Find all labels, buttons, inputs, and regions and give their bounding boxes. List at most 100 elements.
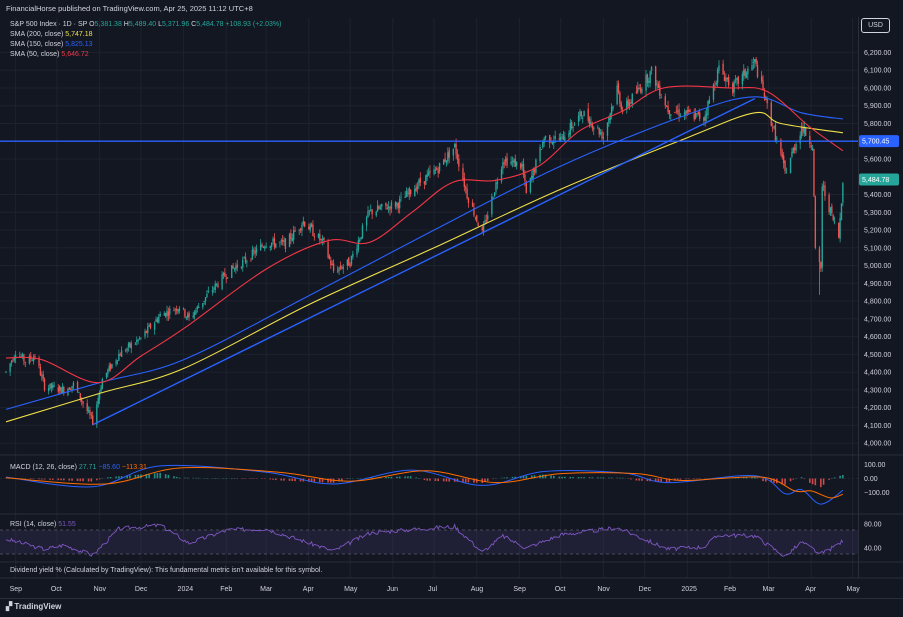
legend-sma150[interactable]: SMA (150, close) 5,825.13 — [10, 41, 93, 48]
candle-body — [261, 244, 263, 247]
macd-histogram-bar — [519, 476, 522, 479]
candle-body — [394, 202, 397, 207]
candle-body — [448, 150, 450, 158]
candle-body — [754, 58, 756, 63]
macd-histogram-bar — [764, 478, 767, 482]
candle-body — [89, 410, 91, 415]
candle-body — [712, 84, 715, 100]
macd-histogram-bar — [222, 478, 225, 479]
legend-sma50[interactable]: SMA (50, close) 5,646.72 — [10, 51, 89, 58]
candle-body — [809, 135, 811, 144]
candle-body — [668, 110, 671, 115]
candle-body — [831, 206, 833, 214]
macd-histogram-bar — [87, 478, 90, 482]
candle-body — [178, 308, 181, 311]
candle-body — [714, 85, 716, 87]
candle-body — [447, 152, 449, 162]
candle-body — [553, 141, 555, 144]
candle-body — [795, 144, 797, 151]
macd-histogram-bar — [616, 477, 618, 479]
candle-body — [773, 126, 775, 128]
candle-body — [602, 136, 605, 139]
macd-histogram-bar — [164, 474, 167, 479]
candle-body — [670, 114, 672, 116]
candle-body — [387, 206, 390, 209]
rsi-legend[interactable]: RSI (14, close) 51.55 — [10, 521, 76, 528]
candle-body — [367, 211, 369, 218]
candle-body — [9, 363, 11, 372]
candle-body — [269, 246, 271, 248]
candle-body — [78, 392, 80, 393]
candle-body — [573, 123, 576, 126]
candle-body — [47, 387, 50, 392]
candle-body — [487, 215, 489, 220]
candle-body — [137, 339, 139, 342]
macd-histogram-bar — [96, 478, 98, 481]
candle-body — [337, 270, 339, 272]
macd-histogram-bar — [822, 478, 825, 485]
candle-body — [182, 307, 185, 309]
macd-histogram-bar — [319, 478, 321, 483]
candle-body — [328, 255, 331, 259]
macd-legend[interactable]: MACD (12, 26, close) 27.71 −85.60 −113.3… — [10, 464, 147, 471]
candle-body — [782, 155, 785, 164]
candle-body — [674, 112, 676, 113]
macd-histogram-bar — [442, 478, 445, 482]
candle-body — [736, 78, 738, 80]
candle-body — [174, 309, 176, 311]
candle-body — [381, 204, 383, 207]
candle-body — [423, 181, 426, 184]
macd-histogram-bar — [641, 478, 643, 481]
macd-histogram-bar — [522, 476, 525, 479]
x-tick-label: Mar — [260, 586, 273, 593]
macd-tick-label: 0.00 — [864, 476, 878, 483]
candle-body — [638, 88, 640, 89]
candle-body — [398, 198, 401, 209]
rsi-band — [0, 530, 858, 554]
candle-body — [368, 210, 371, 211]
macd-histogram-bar — [71, 478, 73, 481]
candle-body — [839, 217, 841, 239]
macd-histogram-bar — [693, 478, 696, 479]
candle-body — [13, 357, 15, 361]
candle-body — [514, 158, 516, 167]
candle-body — [148, 325, 150, 327]
macd-histogram-bar — [734, 477, 737, 479]
level-badge — [859, 135, 899, 148]
candle-body — [86, 403, 88, 412]
candle-body — [323, 237, 325, 241]
macd-histogram-bar — [57, 478, 60, 481]
dividend-note: Dividend yield % (Calculated by TradingV… — [10, 567, 323, 574]
candle-body — [811, 148, 814, 150]
macd-histogram-bar — [475, 478, 478, 483]
x-tick-label: Sep — [513, 586, 526, 593]
price-tick-label: 5,800.00 — [864, 121, 891, 128]
candle-body — [375, 211, 377, 216]
candle-body — [481, 227, 483, 231]
macd-histogram-bar — [49, 478, 51, 480]
candle-body — [591, 123, 594, 129]
macd-tick-label: −100.00 — [864, 490, 890, 497]
candle-body — [620, 103, 622, 110]
tradingview-logo[interactable]: ▞ TradingView — [6, 602, 62, 611]
last-price-badge — [859, 173, 899, 186]
candle-body — [108, 365, 110, 371]
candle-body — [458, 158, 460, 167]
candle-body — [803, 126, 806, 134]
candle-body — [109, 364, 112, 370]
x-tick-label: 2025 — [681, 586, 697, 593]
macd-histogram-bar — [40, 478, 43, 480]
macd-histogram-bar — [310, 478, 313, 482]
currency-button[interactable]: USD — [861, 18, 890, 33]
candle-body — [259, 244, 262, 251]
candle-body — [452, 148, 455, 156]
candle-body — [438, 162, 441, 172]
ohlc-open: O5,381.38 — [89, 21, 122, 28]
candle-body — [177, 309, 179, 313]
macd-histogram-bar — [781, 478, 784, 485]
x-tick-label: Apr — [805, 586, 817, 593]
macd-histogram-bar — [233, 478, 236, 479]
macd-histogram-bar — [38, 478, 40, 480]
legend-sma200[interactable]: SMA (200, close) 5,747.18 — [10, 31, 93, 38]
